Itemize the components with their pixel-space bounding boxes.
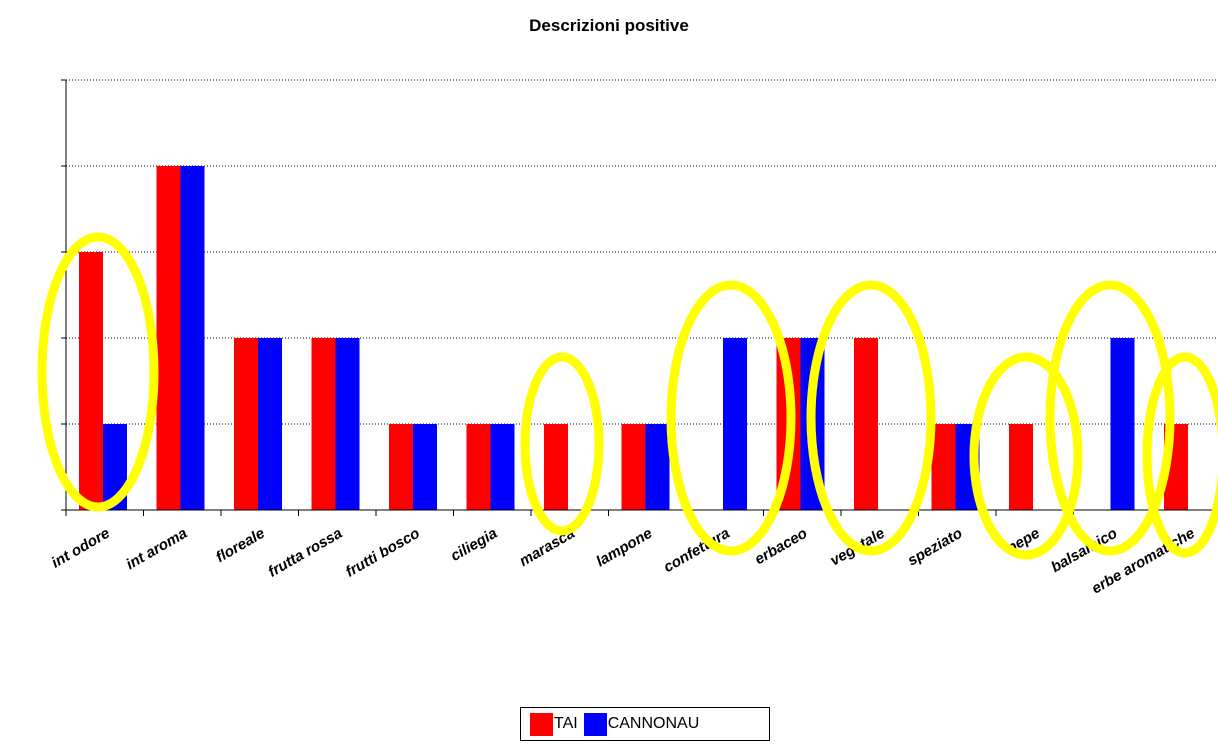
- category-label: lampone: [593, 525, 655, 571]
- bar-tai-4: [311, 338, 336, 510]
- category-label: speziato: [905, 525, 965, 570]
- bar-cannonau-2: [180, 166, 205, 510]
- category-label: ciliegia: [448, 525, 501, 565]
- bar-tai-7: [544, 424, 568, 510]
- bar-tai-12: [931, 424, 956, 510]
- bar-cannonau-6: [490, 424, 515, 510]
- highlight-ellipse-pepe: [969, 352, 1083, 560]
- bar-tai-2: [156, 166, 181, 510]
- bar-tai-8: [621, 424, 646, 510]
- highlight-ellipse-balsamico: [1045, 280, 1175, 556]
- legend-swatch-cannonau: [583, 712, 607, 736]
- bar-tai-11: [854, 338, 878, 510]
- bar-cannonau-9: [723, 338, 747, 510]
- category-label: frutti bosco: [343, 525, 423, 581]
- bar-cannonau-5: [413, 424, 437, 510]
- bar-cannonau-14: [1110, 338, 1135, 510]
- highlight-ellipse-marasca: [520, 352, 604, 536]
- highlight-ellipse-confettura: [666, 280, 796, 556]
- chart-title: Descrizioni positive: [529, 16, 689, 35]
- legend-item-cannonau: CANNONAU: [583, 712, 700, 736]
- category-label: frutta rossa: [265, 525, 345, 581]
- legend-label-cannonau: CANNONAU: [607, 715, 700, 732]
- highlight-ellipse-int-odore: [37, 232, 159, 512]
- bar-tai-3: [234, 338, 258, 510]
- legend-swatch-tai: [530, 712, 553, 736]
- legend: TAI CANNONAU: [520, 707, 770, 741]
- highlight-ellipses: [37, 232, 1218, 560]
- bar-cannonau-3: [258, 338, 282, 510]
- highlight-ellipse-vegetale: [806, 280, 936, 556]
- category-label: int aroma: [123, 525, 190, 573]
- highlight-ellipse-erbe-aromatiche: [1142, 352, 1218, 558]
- bar-cannonau-4: [335, 338, 360, 510]
- bar-tai-5: [389, 424, 413, 510]
- bar-tai-13: [1009, 424, 1033, 510]
- bar-cannonau-8: [645, 424, 670, 510]
- bar-tai-6: [466, 424, 491, 510]
- bar-tai-1: [79, 252, 103, 510]
- category-label: int odore: [49, 525, 113, 572]
- legend-item-tai: TAI: [530, 712, 578, 736]
- legend-label-tai: TAI: [554, 715, 578, 732]
- category-label: floreale: [213, 525, 268, 566]
